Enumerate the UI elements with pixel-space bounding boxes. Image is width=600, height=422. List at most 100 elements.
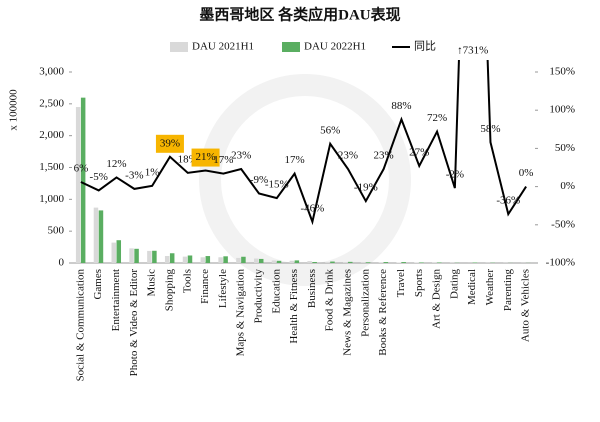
bar: [401, 262, 406, 263]
data-label: 1%: [145, 166, 160, 178]
data-label: 6%: [74, 163, 89, 175]
data-label: -9%: [250, 174, 268, 186]
y-tick-label: 500: [48, 225, 65, 237]
x-tick-label: Games: [92, 269, 104, 300]
bar: [152, 250, 157, 263]
bar: [271, 260, 277, 263]
x-tick-label: Entertainment: [110, 269, 122, 331]
bar: [111, 242, 117, 263]
y2-tick-label: 50%: [555, 142, 575, 154]
bar: [223, 256, 228, 263]
bar: [360, 262, 366, 263]
x-tick-label: Lifestyle: [217, 269, 229, 308]
x-tick-label: Shopping: [163, 269, 175, 312]
x-tick-label: Health & Fitness: [288, 269, 300, 344]
bar: [258, 258, 264, 263]
line: [80, 60, 527, 226]
x-tick-label: Food & Drink: [324, 269, 336, 332]
bar: [437, 262, 442, 263]
bar: [241, 256, 246, 263]
x-tick-label: Music: [146, 269, 158, 297]
data-label: 23%: [374, 150, 394, 162]
x-tick-label: Dating: [448, 269, 460, 299]
x-tick-label: Business: [306, 269, 318, 308]
x-tick-label: Maps & Navigation: [235, 269, 247, 357]
y-tick-label: 2,000: [39, 129, 64, 141]
data-label: 58%: [480, 123, 500, 135]
data-label: 72%: [427, 112, 447, 124]
x-tick-label: Medical: [466, 269, 478, 305]
bar: [348, 261, 353, 263]
x-tick-label: Social & Communication: [74, 269, 86, 382]
x-tick-label: Books & Reference: [377, 269, 389, 356]
y2-tick-label: 150%: [549, 66, 575, 78]
x-tick-label: Photo & Video & Editor: [128, 269, 140, 377]
data-label: 23%: [338, 150, 358, 162]
bar: [80, 97, 86, 263]
data-label: -46%: [300, 202, 324, 214]
data-label: -5%: [90, 171, 108, 183]
legend-label: DAU 2021H1: [192, 41, 254, 53]
data-label: 27%: [409, 147, 429, 159]
x-tick-label: Sports: [413, 269, 425, 297]
x-tick-label: Auto & Vehicles: [520, 269, 532, 342]
data-label: 12%: [106, 158, 126, 170]
y-tick-label: 1,500: [39, 161, 64, 173]
bar: [276, 260, 282, 263]
y-tick-label: 3,000: [39, 66, 64, 78]
highlight-box: [191, 148, 220, 167]
data-label: 17%: [285, 154, 305, 166]
legend-swatch: [170, 42, 188, 52]
y2-tick-label: -100%: [546, 257, 575, 269]
bar: [472, 262, 478, 263]
bar: [200, 257, 206, 263]
x-tick-label: Weather: [484, 269, 496, 306]
bar: [116, 240, 122, 263]
bar: [134, 248, 139, 263]
x-tick-label: Parenting: [502, 269, 514, 312]
bar: [325, 262, 330, 263]
x-tick-label: News & Magazines: [342, 269, 354, 356]
data-label: 56%: [320, 124, 340, 136]
y2-tick-label: 100%: [549, 104, 575, 116]
x-tick-label: Art & Design: [431, 269, 443, 329]
y-axis-label: x 100000: [8, 89, 20, 131]
legend-label: DAU 2022H1: [304, 41, 366, 53]
watermark: [199, 74, 411, 286]
y-tick-label: 0: [59, 257, 65, 269]
x-tick-label: Tools: [181, 269, 193, 293]
bar: [187, 255, 193, 263]
data-label: -2%: [446, 169, 464, 181]
y-tick-label: 1,000: [39, 193, 64, 205]
bar: [93, 207, 99, 263]
data-label: 17%: [213, 154, 233, 166]
bar: [383, 262, 389, 263]
bar: [307, 261, 312, 263]
data-label: ↑731%: [457, 45, 488, 57]
line-group: [80, 60, 527, 226]
bar: [164, 255, 170, 263]
bar: [98, 210, 104, 263]
bar: [147, 250, 152, 263]
bar: [365, 262, 371, 263]
y2-tick-label: 0%: [560, 180, 575, 192]
data-label: -36%: [496, 195, 520, 207]
data-label: 21%: [195, 151, 215, 163]
bar: [129, 248, 134, 263]
bar: [378, 262, 384, 263]
x-tick-label: Personalization: [359, 269, 371, 337]
y-tick-label: 2,500: [39, 97, 64, 109]
bar: [312, 261, 317, 263]
legend-label: 同比: [414, 40, 436, 53]
data-label: 23%: [231, 150, 251, 162]
bar: [182, 256, 188, 263]
bar: [294, 260, 300, 263]
bar: [289, 260, 295, 263]
legend-swatch: [282, 42, 300, 52]
bar: [218, 257, 223, 263]
bar: [236, 257, 241, 263]
chart-title: 墨西哥地区 各类应用DAU表现: [199, 5, 400, 23]
x-tick-label: Travel: [395, 269, 407, 297]
data-label: 0%: [519, 167, 534, 179]
